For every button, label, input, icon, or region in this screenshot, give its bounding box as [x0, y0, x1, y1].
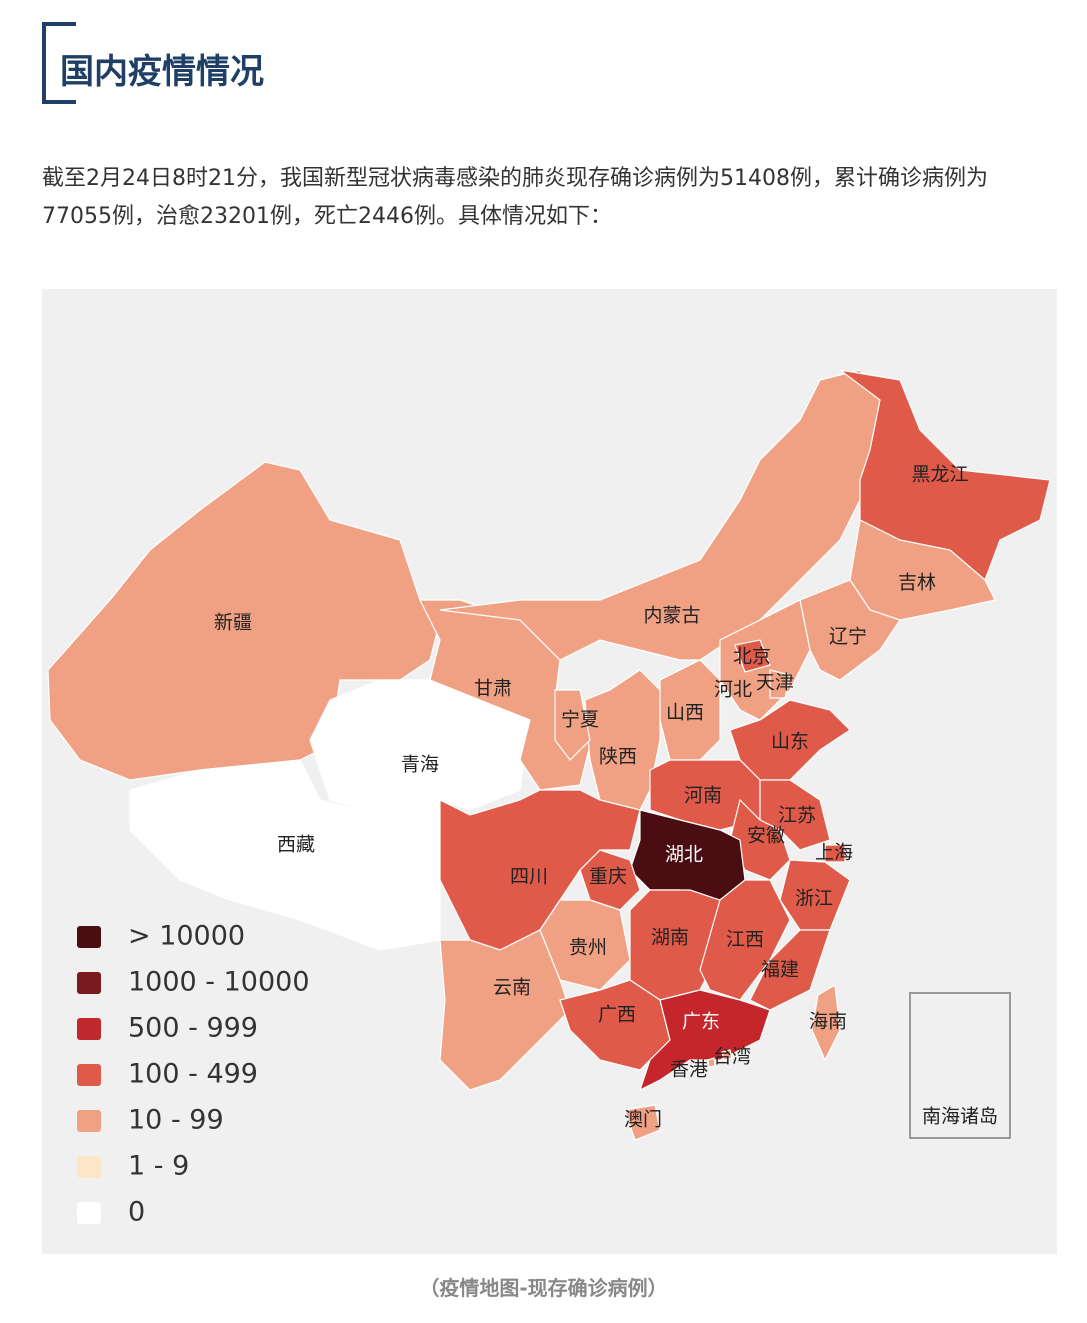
province-shape: [734, 639, 771, 673]
province-label: 江西: [726, 929, 764, 951]
province-label: 河北: [714, 679, 752, 701]
province-shape: [721, 1049, 733, 1061]
province-label: 浙江: [795, 888, 833, 910]
legend-label: > 10000: [128, 921, 245, 952]
province-shape: [909, 992, 1011, 1139]
province-shape: [824, 844, 846, 863]
province-label: 江苏: [778, 805, 816, 827]
province-label: 云南: [493, 977, 531, 999]
legend-label: 1 - 9: [128, 1151, 189, 1182]
province-shape: [439, 929, 571, 1091]
legend-swatch: [77, 1156, 101, 1178]
title-bracket: [42, 22, 80, 104]
province-shape: [624, 1104, 661, 1141]
province-label: 安徽: [747, 825, 785, 847]
province-shape: [769, 669, 791, 699]
province-label: 海南: [809, 1011, 847, 1033]
province-label: 山东: [771, 731, 809, 753]
legend-swatch: [77, 1018, 101, 1040]
province-shape: [47, 461, 441, 781]
province-shape: [638, 989, 771, 1092]
province-shape: [707, 1057, 716, 1068]
province-label: 湖北: [665, 844, 703, 866]
province-label: 宁夏: [561, 709, 599, 731]
province-label: 上海: [815, 842, 853, 864]
province-shape: [539, 899, 631, 991]
legend-label: 1000 - 10000: [128, 967, 310, 998]
province-label: 澳门: [624, 1109, 662, 1131]
province-label: 青海: [401, 754, 439, 776]
section-title: 国内疫情情况: [60, 52, 264, 92]
province-label: 重庆: [589, 866, 627, 888]
province-shape: [811, 984, 841, 1062]
legend-swatch: [77, 1064, 101, 1086]
legend-swatch: [77, 1110, 101, 1132]
legend-swatch: [77, 926, 101, 948]
province-label: 新疆: [214, 612, 252, 634]
province-label: 四川: [510, 866, 548, 888]
caption: （疫情地图-现存确诊病例）: [419, 1276, 668, 1300]
legend-swatch: [77, 972, 101, 994]
province-shape: [584, 669, 661, 811]
province-shape: [659, 659, 721, 761]
legend-label: 100 - 499: [128, 1059, 258, 1090]
province-label: 辽宁: [829, 626, 867, 648]
province-label: 甘肃: [474, 678, 512, 700]
province-label: 天津: [756, 672, 794, 694]
province-label: 香港: [670, 1059, 708, 1081]
province-shape: [749, 929, 831, 1011]
province-shape: [439, 789, 641, 951]
province-label: 吉林: [898, 572, 936, 594]
province-label: 内蒙古: [643, 605, 700, 627]
province-label: 福建: [761, 959, 799, 981]
province-label: 南海诸岛: [922, 1106, 998, 1128]
province-label: 北京: [733, 646, 771, 668]
province-label: 贵州: [569, 937, 607, 959]
province-label: 广东: [682, 1011, 720, 1033]
province-label: 陕西: [599, 746, 637, 768]
province-shape: [799, 579, 901, 681]
province-label: 山西: [666, 702, 704, 724]
province-shape: [554, 689, 591, 761]
legend-label: 10 - 99: [128, 1105, 224, 1136]
province-label: 黑龙江: [911, 464, 968, 486]
province-label: 台湾: [713, 1046, 751, 1068]
intro-text: 截至2月24日8时21分，我国新型冠状病毒感染的肺炎现存确诊病例为51408例，…: [42, 166, 988, 229]
legend-swatch: [77, 1202, 101, 1224]
province-label: 西藏: [277, 834, 315, 856]
province-label: 湖南: [651, 927, 689, 949]
legend-label: 500 - 999: [128, 1013, 258, 1044]
province-label: 广西: [598, 1004, 636, 1026]
province-label: 河南: [684, 785, 722, 807]
legend-label: 0: [128, 1197, 145, 1228]
